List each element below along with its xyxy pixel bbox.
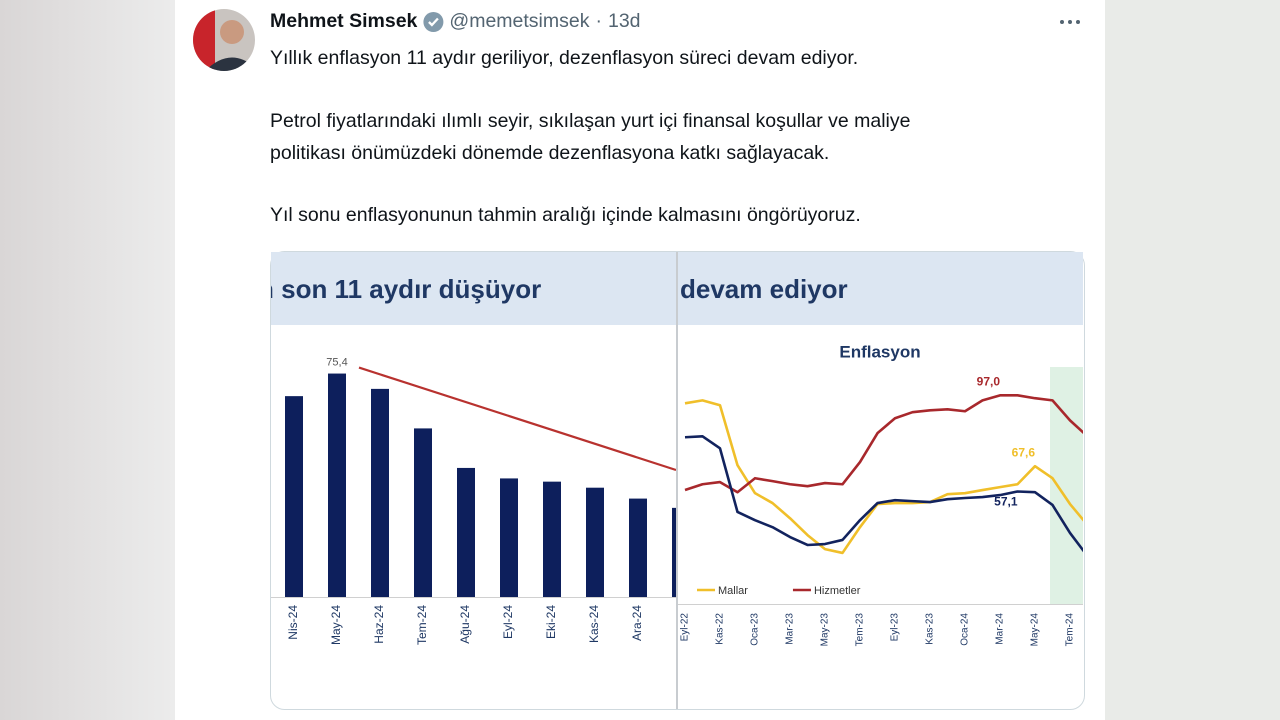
- legend-label: Mallar: [718, 585, 748, 597]
- x-tick-label: Eyl-23: [890, 613, 901, 642]
- slide-header: devam ediyor: [680, 274, 848, 304]
- chart-title: Enflasyon: [839, 342, 920, 361]
- bar: [371, 388, 389, 597]
- x-tick-label: May-23: [820, 613, 831, 647]
- data-label: 97,0: [977, 375, 1001, 389]
- line-chart: Enflasyon Eyl-22 Kas-22 Oca-23 Mar-23 May-23 T…: [678, 342, 1083, 647]
- bar: [328, 373, 346, 597]
- data-label: 75,4: [326, 356, 347, 368]
- x-tick-label: Nis-24: [286, 605, 300, 640]
- tweet-text: Yıllık enflasyon 11 aydır geriliyor, dez…: [270, 47, 858, 69]
- author-name[interactable]: Mehmet Simsek: [270, 10, 418, 32]
- header-band: [678, 252, 1083, 325]
- x-tick-label: Tem-24: [1065, 613, 1076, 647]
- left-panel: n son 11 aydır düşüyor Nis-24 May-24 75,4 H…: [258, 252, 676, 645]
- bar: [457, 467, 475, 597]
- x-tick-label: May-24: [1030, 613, 1041, 647]
- x-tick-label: Mar-23: [785, 613, 796, 645]
- trend-line: [358, 366, 676, 472]
- bar: [672, 507, 676, 597]
- x-tick-label: Tem-23: [855, 613, 866, 647]
- forecast-band: [1050, 367, 1083, 604]
- separator: ·: [595, 10, 602, 32]
- more-button[interactable]: [1060, 20, 1080, 24]
- tweet-text: politikası önümüzdeki dönemde dezenflasy…: [270, 142, 829, 164]
- avatar-face: [220, 20, 244, 44]
- dot: [1060, 20, 1064, 24]
- tweet-text: Yıl sonu enflasyonunun tahmin aralığı iç…: [270, 204, 861, 226]
- dot: [1068, 20, 1072, 24]
- x-tick-label: Oca-24: [960, 613, 971, 646]
- timestamp[interactable]: 13d: [608, 10, 641, 32]
- x-tick-label: Kas-24: [587, 605, 601, 643]
- x-tick-label: Oca-23: [750, 613, 761, 646]
- divider: [676, 252, 678, 709]
- right-panel: devam ediyor Enflasyon Eyl-22 Kas-22 Oca-23…: [678, 252, 1083, 647]
- bar: [629, 498, 647, 597]
- slide-header: n son 11 aydır düşüyor: [258, 274, 541, 304]
- x-tick-label: Tem-24: [415, 605, 429, 645]
- bar: [414, 428, 432, 597]
- x-tick-label: Kas-22: [715, 613, 726, 645]
- header-band: [271, 252, 676, 325]
- x-tick-label: Ağu-24: [458, 605, 472, 644]
- series-line: [684, 399, 1083, 555]
- handle[interactable]: @memetsimsek: [449, 10, 589, 32]
- data-label: 67,6: [1012, 445, 1036, 459]
- image-card[interactable]: n son 11 aydır düşüyor Nis-24 May-24 75,4 H…: [258, 251, 1088, 710]
- x-tick-label: Ara-24: [630, 605, 644, 641]
- x-tick-label: Eki-24: [544, 605, 558, 639]
- avatar[interactable]: [193, 9, 259, 71]
- x-tick-label: Haz-24: [372, 605, 386, 644]
- bar: [586, 487, 604, 597]
- x-tick-label: Mar-24: [995, 613, 1006, 645]
- data-label: 57,1: [994, 495, 1018, 509]
- x-tick-label: May-24: [329, 605, 343, 645]
- x-tick-label: Kas-23: [925, 613, 936, 645]
- series-line: [684, 394, 1083, 494]
- dot: [1076, 20, 1080, 24]
- x-tick-label: Eyl-24: [501, 605, 515, 639]
- bar-chart: Nis-24 May-24 75,4 Haz-24 Tem-24 Ağu-24 Eyl-24…: [271, 356, 676, 645]
- bar: [285, 396, 303, 597]
- badge-check: [428, 17, 439, 27]
- blurred-side: [1105, 0, 1280, 720]
- series-line: [684, 435, 1083, 553]
- tweet-text: Petrol fiyatlarındaki ılımlı seyir, sıkı…: [270, 110, 910, 132]
- bar: [500, 478, 518, 597]
- legend-label: Hizmetler: [814, 585, 861, 597]
- blurred-side: [0, 0, 175, 720]
- avatar-flag: [193, 9, 215, 71]
- bar: [543, 481, 561, 597]
- verified-badge: [423, 12, 444, 32]
- x-tick-label: Eyl-22: [680, 613, 691, 642]
